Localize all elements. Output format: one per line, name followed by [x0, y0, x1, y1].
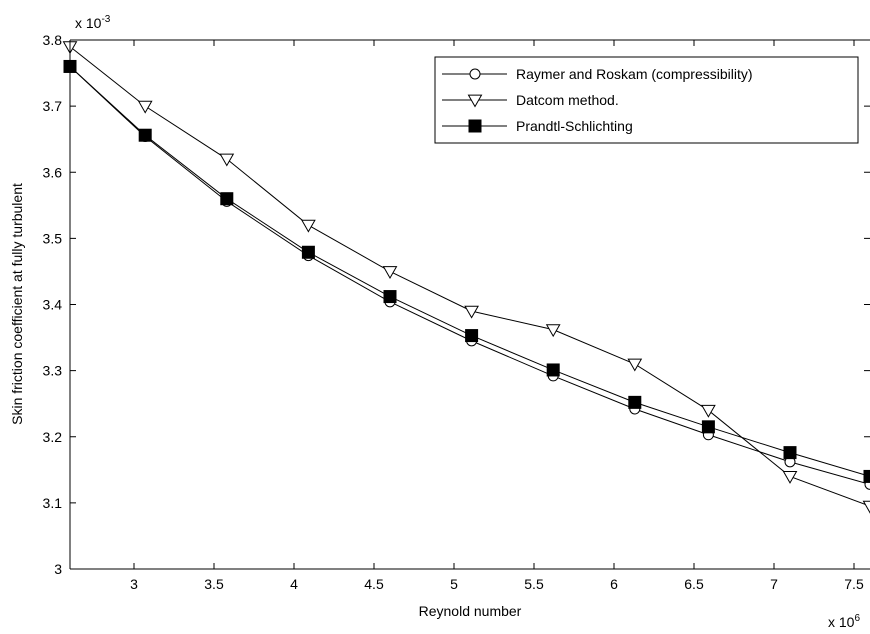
data-point-square-filled — [701, 420, 715, 434]
x-exponent-label: x 106 — [828, 613, 860, 630]
x-tick-label: 7 — [770, 576, 778, 592]
data-point-triangle-down — [627, 358, 643, 372]
y-axis-label: Skin friction coefficient at fully turbu… — [9, 183, 25, 425]
x-tick-label: 6.5 — [684, 576, 704, 592]
data-point-square-filled — [220, 192, 234, 206]
legend: Raymer and Roskam (compressibility) Datco… — [434, 56, 859, 144]
y-tick-label: 3 — [54, 561, 62, 577]
x-axis-label: Reynold number — [419, 603, 522, 619]
data-point-square-filled — [546, 363, 560, 377]
legend-marker-triangle-down — [467, 94, 483, 108]
data-point-square-filled — [138, 128, 152, 142]
y-tick-label: 3.7 — [43, 98, 63, 114]
y-tick-label: 3.1 — [43, 495, 63, 511]
y-tick-label: 3.5 — [43, 230, 63, 246]
data-point-square-filled — [465, 329, 479, 343]
legend-label: Datcom method. — [516, 92, 619, 108]
y-tick-label: 3.2 — [43, 429, 63, 445]
data-point-square-filled — [383, 290, 397, 304]
data-point-square-filled — [863, 469, 870, 483]
y-exponent-label: x 10-3 — [75, 14, 111, 31]
x-tick-label: 3.5 — [204, 576, 224, 592]
data-point-square-filled — [628, 395, 642, 409]
x-tick-label: 7.5 — [844, 576, 864, 592]
x-tick-label: 5 — [450, 576, 458, 592]
data-point-triangle-down — [701, 404, 716, 418]
y-tick-label: 3.3 — [43, 363, 63, 379]
x-tick-label: 5.5 — [524, 576, 544, 592]
x-tick-label: 4.5 — [364, 576, 384, 592]
legend-label: Prandtl-Schlichting — [516, 118, 633, 134]
y-tick-label: 3.6 — [43, 164, 63, 180]
data-point-triangle-down — [545, 324, 561, 338]
data-point-triangle-down — [219, 153, 235, 167]
data-point-triangle-down — [137, 100, 153, 114]
legend-marker-square-filled — [468, 119, 482, 133]
x-tick-label: 6 — [610, 576, 618, 592]
data-point-triangle-down — [382, 266, 398, 279]
legend-marker-circle — [469, 68, 481, 80]
x-tick-label: 3 — [130, 576, 138, 592]
data-point-square-filled — [301, 245, 315, 259]
data-point-square-filled — [783, 446, 797, 460]
legend-label: Raymer and Roskam (compressibility) — [516, 66, 753, 82]
data-point-triangle-down — [301, 219, 316, 233]
tick-labels: 3 3.5 4 4.5 5 5.5 6 6.5 7 7.5 3 3.1 3.2 3.3 3.4 3.5 3.6 3… — [43, 32, 864, 592]
y-tick-label: 3.4 — [43, 297, 63, 313]
data-point-triangle-down — [464, 305, 479, 319]
x-tick-label: 4 — [290, 576, 298, 592]
y-tick-label: 3.8 — [43, 32, 63, 48]
data-point-triangle-down — [782, 471, 798, 484]
data-point-triangle-down — [862, 500, 870, 514]
